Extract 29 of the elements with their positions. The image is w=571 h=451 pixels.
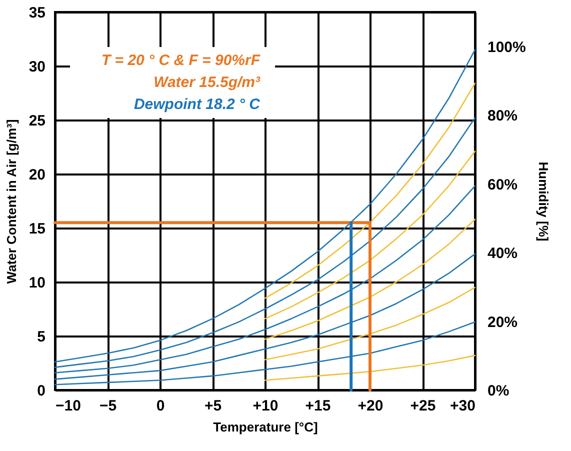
y2-tick-label: 60%: [488, 176, 518, 194]
x-tick-label: −10: [56, 398, 81, 414]
y-tick-label: 0: [37, 382, 46, 400]
x-tick-label: +20: [358, 398, 384, 414]
x-tick-label: +30: [450, 398, 476, 414]
annotation: Water 15.5g/m³: [154, 74, 261, 91]
y-axis-title: Water Content in Air [g/m³]: [4, 119, 19, 284]
y-tick-label: 5: [37, 328, 46, 346]
annotation: Dewpoint 18.2 ° C: [134, 96, 262, 113]
y2-tick-label: 20%: [488, 314, 518, 331]
y2-tick-label: 80%: [488, 108, 518, 125]
y-tick-label: 10: [28, 274, 46, 292]
annotation: T = 20 ° C & F = 90%rF: [101, 52, 261, 69]
y2-tick-label: 0%: [488, 382, 510, 400]
x-tick-label: +5: [204, 398, 222, 414]
x-tick-label: −5: [99, 398, 117, 414]
x-axis-title: Temperature [°C]: [213, 420, 318, 434]
x-tick-label: 0: [156, 398, 165, 414]
y-tick-label: 35: [28, 4, 46, 22]
y-tick-label: 25: [28, 112, 46, 130]
x-tick-label: +15: [305, 398, 331, 414]
y2-tick-label: 100%: [488, 38, 526, 56]
y2-tick-label: 40%: [488, 245, 518, 262]
y-tick-label: 30: [28, 58, 46, 76]
x-tick-label: +10: [252, 398, 278, 414]
y-tick-label: 15: [28, 220, 46, 238]
y2-axis-title: Humidity [%]: [536, 162, 551, 242]
x-tick-label: +25: [410, 398, 436, 414]
y-tick-label: 20: [28, 166, 46, 184]
